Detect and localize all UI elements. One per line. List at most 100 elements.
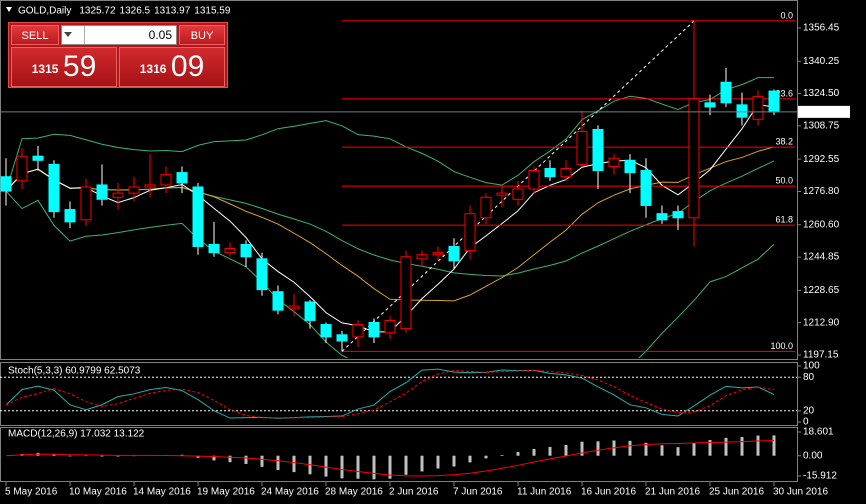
candle-body [304,301,316,321]
candle-body [544,168,556,178]
macd-bar [676,447,680,456]
y-tick-label: 1292.55 [803,154,840,165]
macd-bar [452,455,456,467]
chart-title: GOLD,Daily [18,6,71,17]
buy-button[interactable]: BUY [179,25,225,45]
macd-bar [740,437,744,456]
macd-bar [276,455,280,471]
macd-bar [116,455,120,457]
y-tick-label: 1260.60 [803,219,840,230]
y-tick-label: 1244.85 [803,252,840,263]
macd-bar [388,455,392,479]
x-tick-label: 10 May 2016 [69,487,127,498]
candle-body [128,186,140,194]
ask-price[interactable]: 1316 09 [119,47,225,87]
y-tick-label: -15.912 [803,471,837,482]
ohlc-value: 1325.72 [79,6,116,17]
stoch-main [5,368,775,419]
y-tick-label: 1324.50 [803,88,840,99]
menu-icon[interactable] [6,7,12,12]
x-tick-label: 11 Jun 2016 [517,487,572,498]
macd-bar [468,455,472,463]
lot-input[interactable]: 0.05 [61,25,177,45]
candle-body [80,186,92,221]
candle-body [416,254,428,260]
x-tick-label: 25 Jun 2016 [709,487,764,498]
macd-label: MACD(12,26,9) 17.032 13.122 [8,429,145,440]
candle-body [496,192,508,196]
stoch-frame [0,362,798,426]
fib-label: 50.0 [775,176,793,186]
macd-bar [724,437,728,456]
macd-plot [5,435,776,480]
candle-body [144,184,156,188]
macd-bar [644,442,648,456]
y-tick-label: 1308.75 [803,121,840,132]
candle-body [576,131,588,165]
macd-bar [548,446,552,456]
fib-label: 38.2 [775,137,793,147]
fib-label: 23.6 [775,88,793,98]
macd-bar [692,442,696,456]
candle-body [384,319,396,334]
macd-bar [244,455,248,464]
macd-bar [372,455,376,480]
candle-body [208,243,220,254]
macd-bar [596,441,600,456]
x-tick-label: 21 Jun 2016 [645,487,700,498]
candle-body [720,81,732,104]
candle-body [624,159,636,174]
macd-bar [68,455,72,457]
candle-body [288,305,300,309]
bollinger-upper [5,77,775,192]
sell-button[interactable]: SELL [11,25,59,45]
stoch-signal [5,369,775,419]
x-tick-label: 2 Jun 2016 [389,487,439,498]
price-label: 1315.59 [803,106,840,117]
candle-body [656,213,668,221]
macd-bar [660,445,664,456]
candle-body [112,192,124,198]
candle-body [752,96,764,120]
candle-body [432,252,444,256]
macd-bar [420,455,424,472]
candle-body [480,196,492,219]
macd-bar [580,441,584,456]
candle-body [608,157,620,167]
y-tick-label: 1197.15 [803,350,839,361]
candle-body [272,291,284,311]
candle-body [160,174,172,186]
macd-bar [340,455,344,479]
candle-body [368,321,380,338]
candle-body [176,172,188,184]
candle-body [512,188,524,200]
candle-body [16,155,28,182]
candle-body [32,155,44,161]
candle-body [224,248,236,254]
macd-bar [228,455,232,463]
macd-bar [564,444,568,456]
macd-bar [404,455,408,475]
candle-body [0,176,12,192]
candle-body [320,324,332,338]
bid-small: 59 [62,50,97,83]
x-tick-label: 24 May 2016 [261,487,319,498]
macd-bar [772,435,776,456]
x-tick-label: 30 Jun 2016 [773,487,828,498]
macd-bar [212,455,216,461]
macd-bar [196,455,200,458]
bid-price[interactable]: 1315 59 [11,47,117,87]
main-plot: 0.0 23.6 38.2 50.0 61.8 100.0 [0,10,795,358]
macd-bar [516,452,520,456]
stoch-label: Stoch(5,3,3) 60.9799 62.5073 [8,366,141,377]
macd-bar [628,440,632,456]
macd-bar [52,454,56,456]
candle-body [640,170,652,206]
candle-body [448,246,460,262]
macd-bar [436,455,440,469]
fib-label: 61.8 [775,215,793,225]
candle-body [672,211,684,219]
candle-body [592,128,604,172]
ohlc-value: 1313.97 [154,6,191,17]
macd-signal [5,439,775,477]
